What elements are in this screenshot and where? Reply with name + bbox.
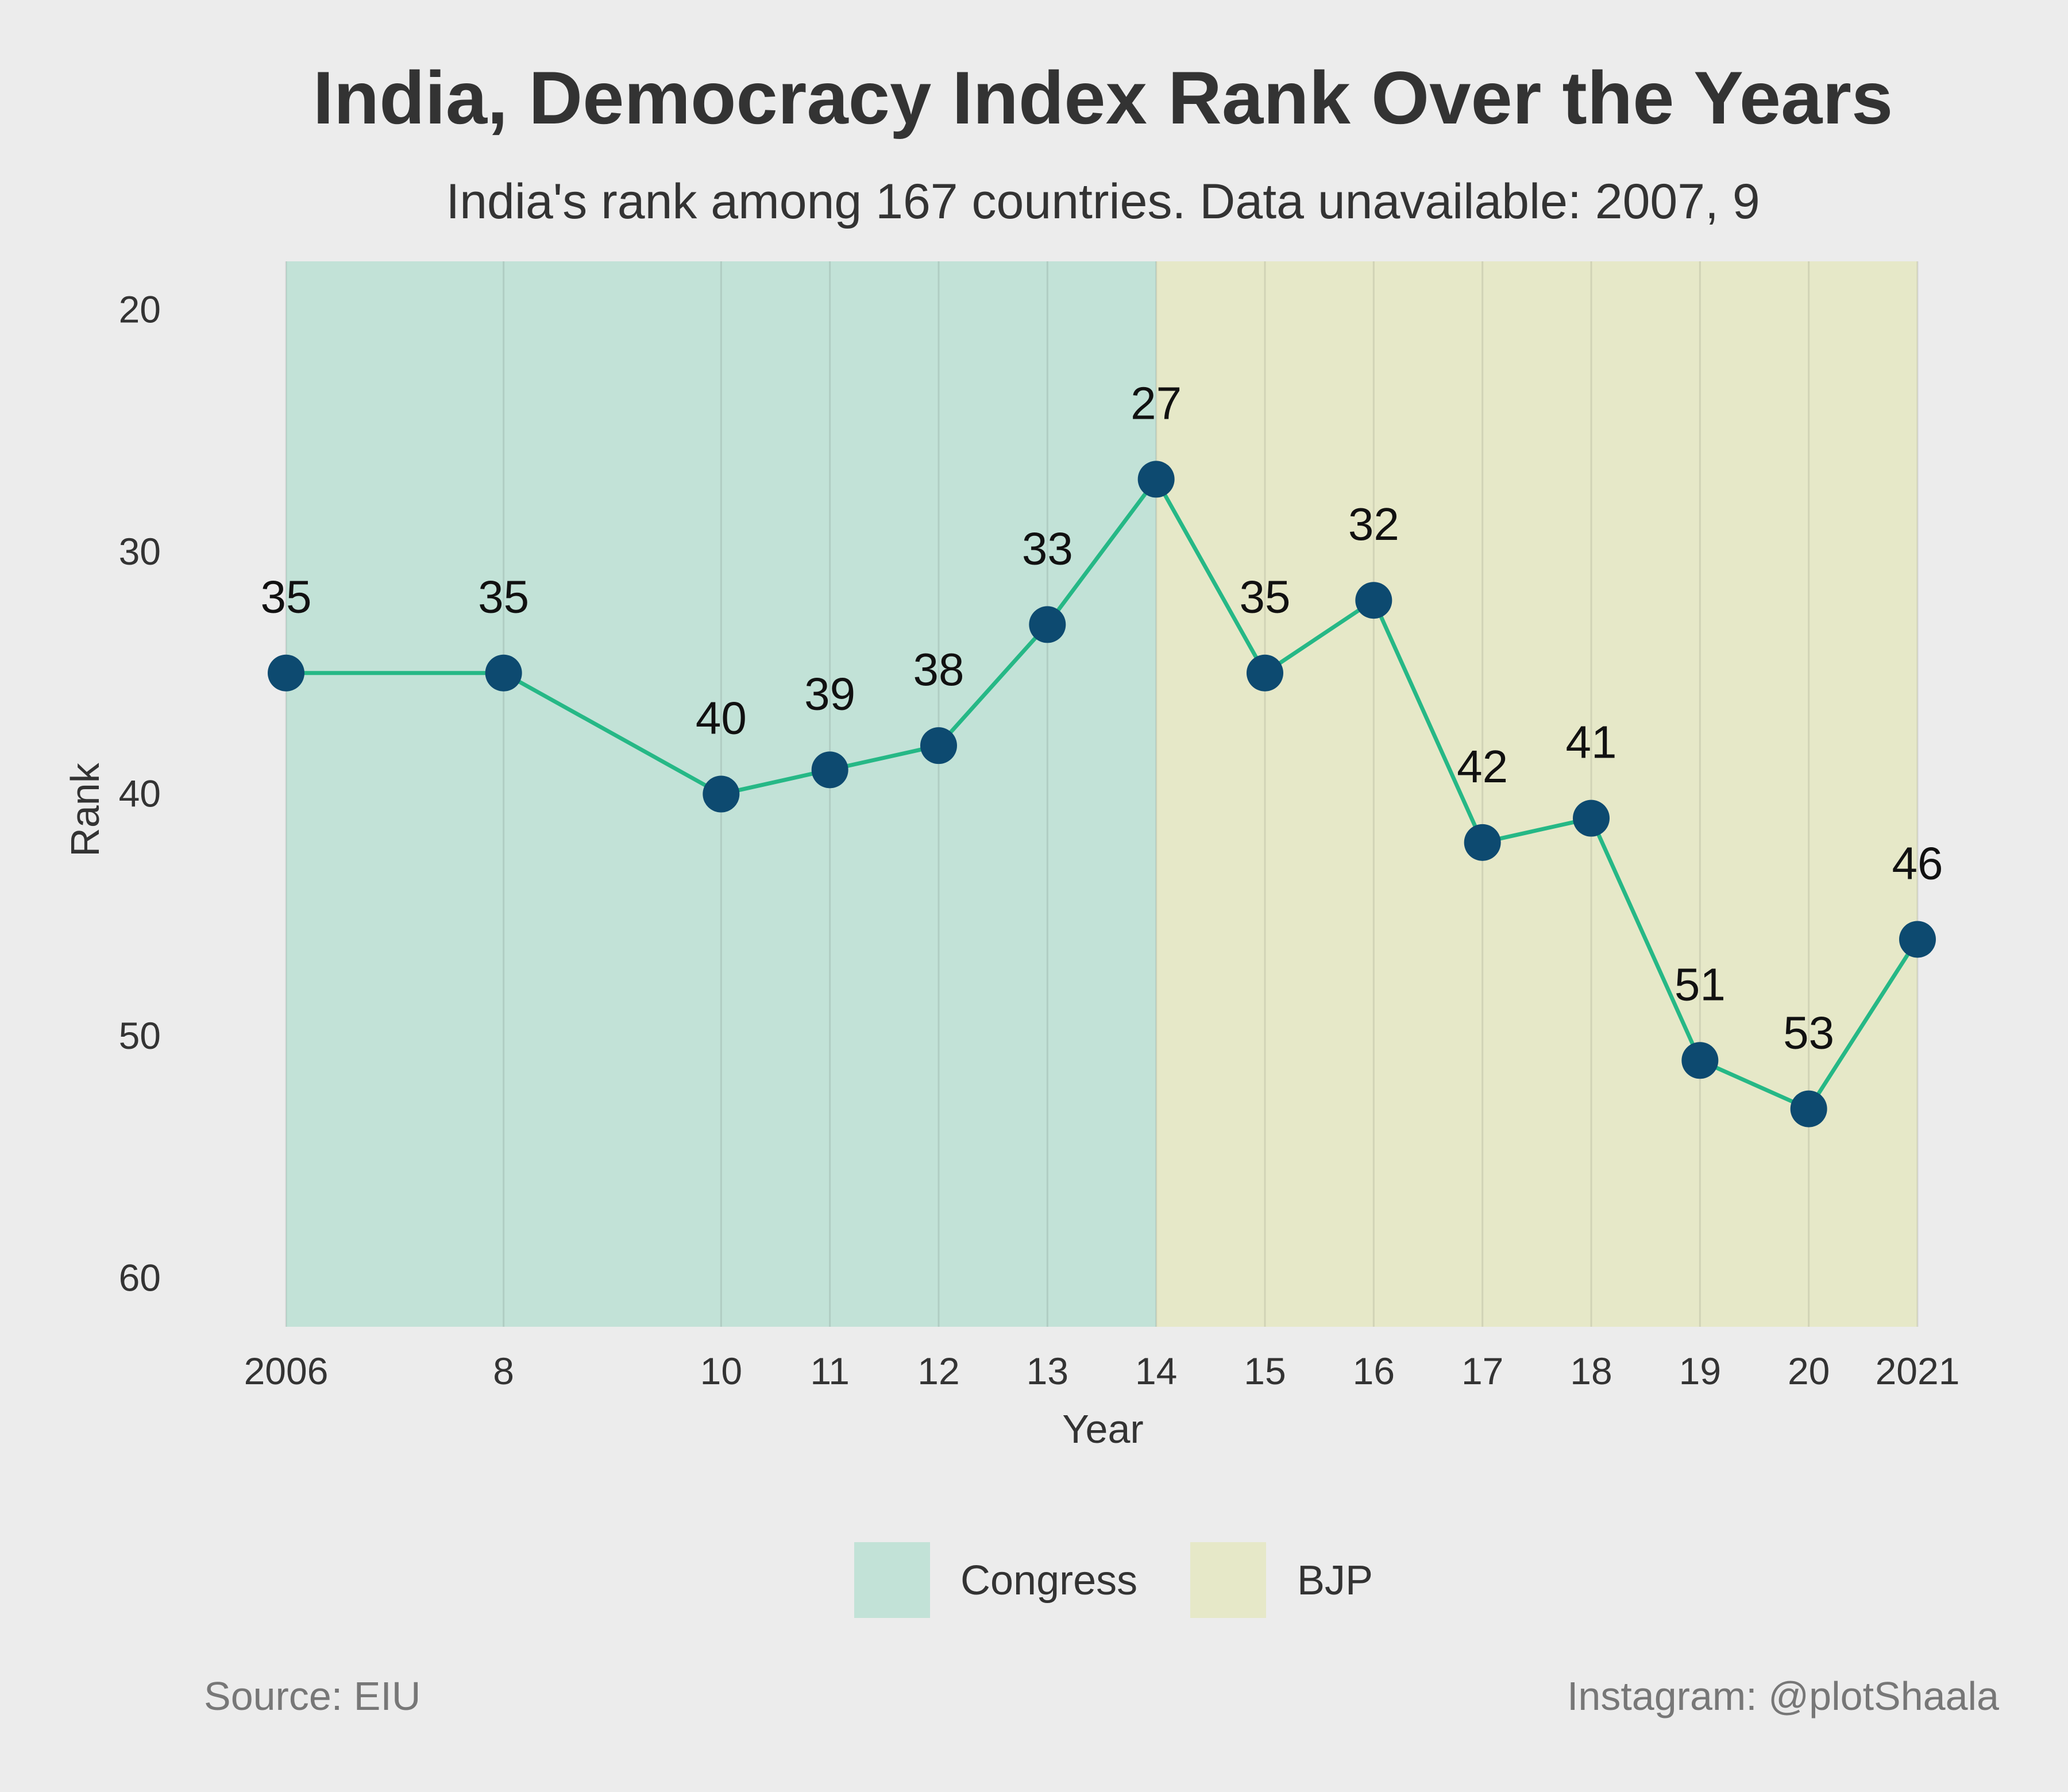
data-label: 51	[1675, 959, 1726, 1010]
x-tick-label: 13	[1027, 1350, 1068, 1392]
data-label: 33	[1022, 523, 1073, 574]
y-tick-label: 50	[119, 1014, 161, 1057]
legend: Congress BJP	[854, 1542, 1373, 1618]
data-label: 39	[804, 668, 855, 719]
x-tick-label: 2021	[1876, 1350, 1960, 1392]
data-point	[1790, 1090, 1827, 1127]
data-point	[1029, 606, 1066, 643]
data-point	[1355, 582, 1392, 619]
data-label: 42	[1457, 741, 1508, 792]
y-tick-label: 30	[119, 530, 161, 573]
data-point	[1899, 921, 1936, 958]
x-axis-ticks: 2006 8 10 11 12 13 14 15 16 17 18 19 20 2021	[244, 1350, 1960, 1392]
x-tick-label: 19	[1679, 1350, 1721, 1392]
party-regions	[286, 261, 1917, 1327]
x-tick-label: 20	[1788, 1350, 1830, 1392]
data-point	[1247, 654, 1283, 692]
data-labels: 35 35 40 39 38 33 27 35 32 42 41 51 53 46	[261, 377, 1943, 1058]
rank-points	[268, 461, 1936, 1127]
y-axis-label: Rank	[63, 762, 107, 856]
data-label: 53	[1783, 1007, 1834, 1059]
data-label: 41	[1566, 717, 1617, 768]
legend-swatch-congress	[854, 1542, 930, 1618]
x-axis-label: Year	[1062, 1407, 1143, 1451]
x-tick-label: 8	[493, 1350, 514, 1392]
x-tick-label: 16	[1353, 1350, 1395, 1392]
region-bjp	[1156, 261, 1917, 1327]
y-tick-label: 60	[119, 1257, 161, 1299]
data-label: 35	[261, 571, 312, 623]
x-tick-label: 2006	[244, 1350, 329, 1392]
data-label: 35	[478, 571, 529, 623]
y-axis-ticks: 20 30 40 50 60	[119, 288, 161, 1299]
data-point	[703, 775, 740, 813]
x-tick-label: 18	[1570, 1350, 1612, 1392]
x-tick-label: 14	[1135, 1350, 1177, 1392]
data-point	[1464, 824, 1501, 861]
data-label: 38	[913, 644, 964, 695]
x-tick-label: 10	[700, 1350, 742, 1392]
data-label: 32	[1348, 499, 1399, 550]
data-label: 35	[1240, 571, 1291, 623]
data-label: 40	[696, 693, 747, 744]
x-tick-label: 12	[917, 1350, 959, 1392]
data-point	[1681, 1042, 1719, 1079]
data-label: 27	[1131, 377, 1182, 428]
y-tick-label: 20	[119, 288, 161, 330]
x-tick-label: 11	[810, 1350, 850, 1392]
data-point	[485, 654, 522, 692]
chart-subtitle: India's rank among 167 countries. Data u…	[446, 174, 1760, 229]
legend-label-congress: Congress	[960, 1558, 1137, 1604]
rank-series-line	[286, 477, 1919, 1111]
credit-note: Instagram: @plotShaala	[1567, 1674, 1999, 1718]
legend-swatch-bjp	[1190, 1542, 1266, 1618]
x-tick-label: 15	[1244, 1350, 1286, 1392]
data-point	[1573, 800, 1610, 837]
source-note: Source: EIU	[204, 1674, 420, 1718]
legend-label-bjp: BJP	[1297, 1558, 1373, 1604]
data-point	[920, 727, 957, 764]
data-point	[811, 751, 848, 789]
data-point	[268, 654, 304, 692]
y-tick-label: 40	[119, 773, 161, 815]
data-point	[1137, 461, 1175, 498]
x-tick-label: 17	[1461, 1350, 1503, 1392]
data-label: 46	[1892, 837, 1943, 889]
chart-title: India, Democracy Index Rank Over the Yea…	[313, 56, 1893, 140]
